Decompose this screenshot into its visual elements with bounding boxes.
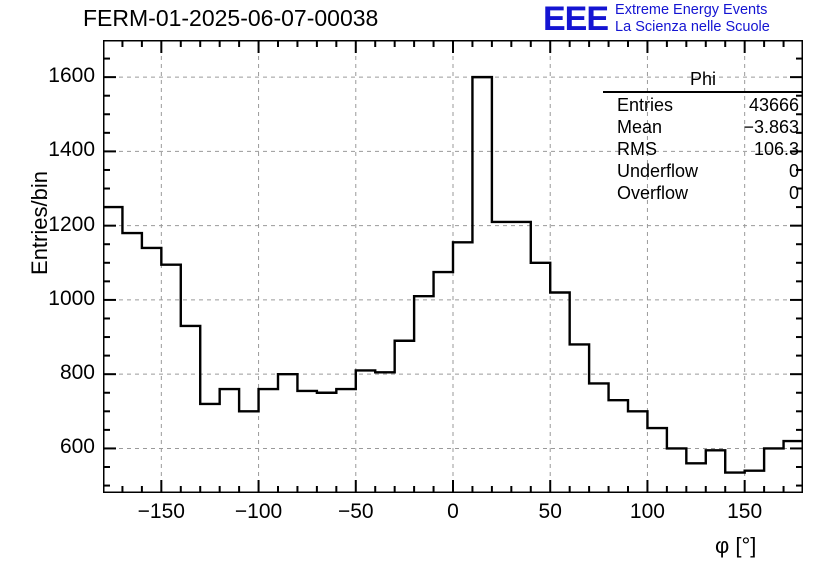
eee-logo-line2: La Scienza nelle Scuole xyxy=(615,19,770,35)
stats-box: Phi Entries 43666 Mean −3.863 RMS 106.3 Underf… xyxy=(603,68,803,204)
stats-row: Mean −3.863 xyxy=(603,116,803,138)
x-tick-label: −50 xyxy=(337,500,374,523)
x-tick-label: −150 xyxy=(137,500,185,523)
stats-value: 0 xyxy=(788,183,799,203)
stats-row: Underflow 0 xyxy=(603,160,803,182)
stats-rows: Entries 43666 Mean −3.863 RMS 106.3 Underflow 0… xyxy=(603,94,803,204)
y-tick-label: 800 xyxy=(59,361,95,385)
stats-key: RMS xyxy=(617,139,657,159)
stats-key: Underflow xyxy=(617,161,699,181)
eee-logo: EEE Extreme Energy Events La Scienza nel… xyxy=(543,2,770,36)
page-title: FERM-01-2025-06-07-00038 xyxy=(83,5,379,31)
stats-key: Overflow xyxy=(617,183,689,203)
stats-value: 43666 xyxy=(748,95,799,115)
stats-title: Phi xyxy=(603,68,803,93)
eee-logo-mark: EEE xyxy=(543,0,609,38)
y-tick-label: 1600 xyxy=(48,64,95,88)
stats-key: Mean xyxy=(617,117,663,137)
stats-value: 0 xyxy=(788,161,799,181)
x-tick-label: −100 xyxy=(234,500,283,523)
histogram-step-line xyxy=(103,75,803,474)
stats-row: Overflow 0 xyxy=(603,182,803,204)
eee-logo-line1: Extreme Energy Events xyxy=(615,2,768,18)
histogram-svg xyxy=(103,40,803,493)
plot-area xyxy=(103,40,803,493)
y-tick-label: 600 xyxy=(59,435,95,459)
eee-logo-text: Extreme Energy Events La Scienza nelle S… xyxy=(615,2,770,36)
x-axis-label: φ [°] xyxy=(715,533,757,558)
x-tick-label: 50 xyxy=(538,500,562,523)
stats-value: −3.863 xyxy=(743,117,799,137)
stats-value: 106.3 xyxy=(753,139,799,159)
y-tick-label: 1000 xyxy=(48,286,95,310)
stats-row: RMS 106.3 xyxy=(603,138,803,160)
stats-row: Entries 43666 xyxy=(603,94,803,116)
y-tick-label: 1400 xyxy=(48,138,95,162)
x-tick-label: 0 xyxy=(447,500,459,523)
y-tick-label: 1200 xyxy=(48,212,95,236)
stats-key: Entries xyxy=(617,95,674,115)
x-tick-label: 150 xyxy=(727,500,763,523)
x-tick-label: 100 xyxy=(629,500,665,523)
